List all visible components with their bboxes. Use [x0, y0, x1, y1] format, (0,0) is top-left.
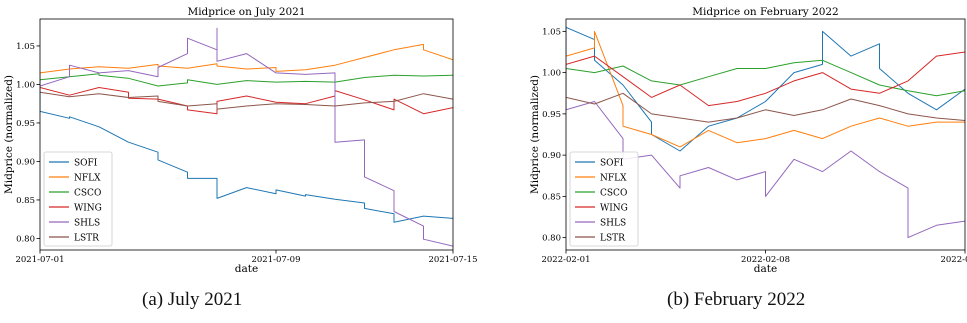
x-tick-label: 2022-02-08 [741, 255, 790, 265]
x-tick-label: 2022-02-15 [940, 255, 967, 265]
series-group [566, 26, 965, 239]
series-line-shls [40, 27, 453, 247]
y-tick-label: 1.00 [16, 80, 35, 90]
y-tick-label: 0.85 [16, 196, 35, 206]
x-axis-label: date [235, 263, 258, 275]
series-line-shls [566, 72, 965, 239]
series-line-csco [566, 59, 965, 97]
chart-title: Midprice on February 2022 [692, 6, 838, 18]
y-axis-label: Midprice (normalized) [3, 75, 15, 194]
y-tick-label: 0.80 [16, 234, 35, 244]
y-tick-label: 0.90 [16, 157, 35, 167]
series-line-nflx [40, 43, 453, 81]
y-tick-label: 0.95 [16, 119, 35, 129]
legend-label-shls: SHLS [74, 219, 100, 229]
legend-label-nflx: NFLX [600, 174, 627, 184]
y-tick-label: 1.05 [542, 27, 561, 37]
legend-label-csco: CSCO [600, 189, 627, 199]
y-tick-label: 1.00 [542, 69, 561, 79]
y-axis-label: Midprice (normalized) [529, 75, 541, 194]
y-tick-label: 0.95 [542, 110, 561, 120]
series-line-lstr [40, 84, 453, 110]
legend-label-csco: CSCO [74, 189, 101, 199]
legend: SOFI NFLX CSCO WING SHLS LSTR [569, 151, 639, 247]
x-tick-label: 2021-07-01 [15, 255, 64, 265]
chart-2: Midprice on February 2022 date Midprice (n… [529, 6, 967, 275]
x-tick-label: 2021-07-09 [251, 255, 300, 265]
series-group [40, 27, 453, 247]
plot-frame [39, 18, 454, 251]
legend-label-lstr: LSTR [74, 234, 99, 244]
series-line-nflx [566, 30, 965, 148]
series-line-sofi [40, 86, 453, 223]
legend-label-shls: SHLS [600, 219, 626, 229]
chart-1: Midprice on July 2021 date Midprice (norma… [3, 6, 478, 275]
series-line-lstr [566, 72, 965, 123]
caption-a: (a) July 2021 [142, 289, 243, 310]
legend-label-lstr: LSTR [600, 234, 625, 244]
legend-label-sofi: SOFI [600, 159, 624, 169]
legend-label-wing: WING [600, 204, 628, 214]
legend-label-sofi: SOFI [74, 159, 98, 169]
legend: SOFI NFLX CSCO WING SHLS LSTR [43, 151, 113, 247]
legend-label-wing: WING [74, 204, 102, 214]
y-tick-label: 0.85 [542, 192, 561, 202]
series-line-wing [40, 84, 453, 115]
x-axis-label: date [754, 263, 777, 275]
y-tick-label: 0.90 [542, 151, 561, 161]
caption-b: (b) February 2022 [667, 289, 806, 310]
y-tick-label: 1.05 [16, 42, 35, 52]
figure: Midprice on July 2021 date Midprice (norma… [3, 6, 967, 275]
y-tick-label: 0.80 [542, 234, 561, 244]
legend-label-nflx: NFLX [74, 174, 101, 184]
chart-title: Midprice on July 2021 [187, 6, 305, 18]
series-line-sofi [566, 26, 965, 152]
series-line-wing [566, 51, 965, 107]
x-tick-label: 2022-02-01 [541, 255, 590, 265]
series-line-csco [40, 73, 453, 87]
x-tick-label: 2021-07-15 [428, 255, 477, 265]
plot-frame [565, 18, 966, 251]
